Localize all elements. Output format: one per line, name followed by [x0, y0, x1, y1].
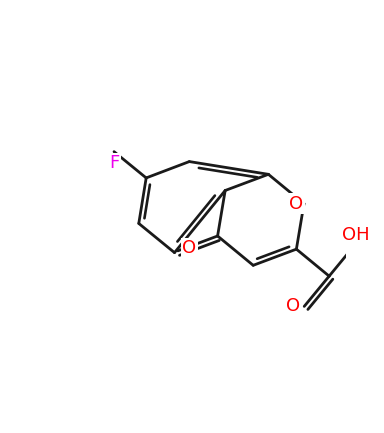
- Text: O: O: [290, 195, 304, 213]
- Text: OH: OH: [342, 226, 369, 245]
- Text: O: O: [182, 239, 196, 258]
- Text: O: O: [286, 297, 300, 315]
- Text: F: F: [109, 154, 119, 172]
